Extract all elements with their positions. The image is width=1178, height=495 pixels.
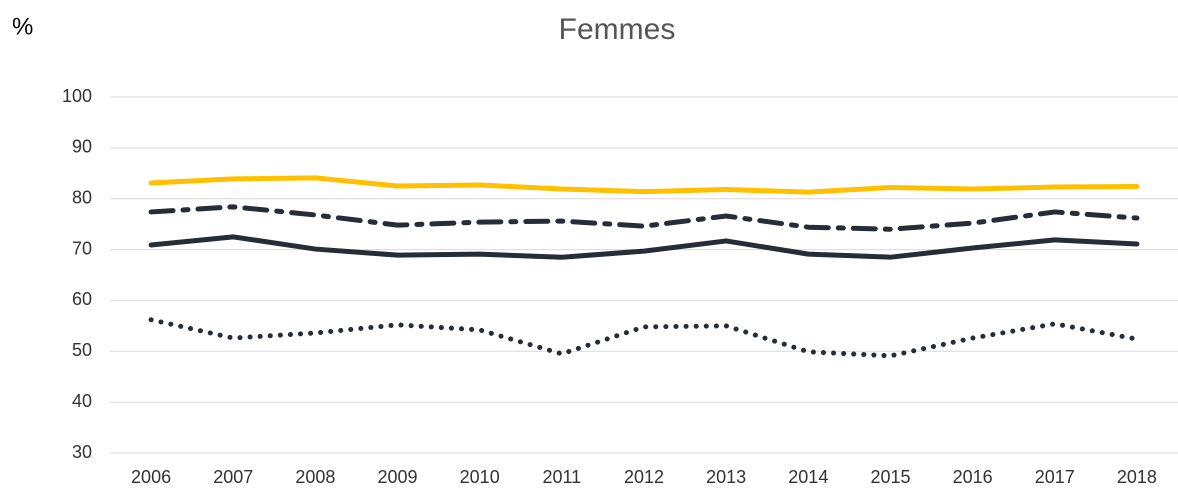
y-tick-label: 70 — [72, 238, 92, 258]
y-axis-label: % — [12, 13, 33, 40]
y-tick-label: 40 — [72, 391, 92, 411]
x-tick-label: 2009 — [378, 467, 418, 487]
y-tick-label: 90 — [72, 137, 92, 157]
x-tick-label: 2008 — [295, 467, 335, 487]
x-tick-label: 2007 — [213, 467, 253, 487]
y-tick-label: 50 — [72, 340, 92, 360]
y-tick-label: 60 — [72, 289, 92, 309]
chart-title: Femmes — [559, 13, 676, 46]
x-tick-label: 2017 — [1035, 467, 1075, 487]
y-tick-label: 80 — [72, 187, 92, 207]
x-tick-label: 2006 — [131, 467, 171, 487]
series-line — [148, 204, 1140, 232]
x-tick-label: 2011 — [542, 467, 581, 487]
series-line — [148, 234, 1140, 260]
x-tick-label: 2016 — [953, 467, 993, 487]
x-tick-label: 2018 — [1117, 467, 1157, 487]
y-tick-label: 100 — [62, 86, 92, 106]
x-tick-label: 2010 — [460, 467, 500, 487]
x-tick-label: 2012 — [624, 467, 664, 487]
series-line — [148, 175, 1140, 195]
series-line — [148, 317, 1140, 359]
x-tick-label: 2013 — [706, 467, 746, 487]
x-tick-label: 2015 — [870, 467, 910, 487]
x-tick-label: 2014 — [788, 467, 828, 487]
y-tick-label: 30 — [72, 442, 92, 462]
